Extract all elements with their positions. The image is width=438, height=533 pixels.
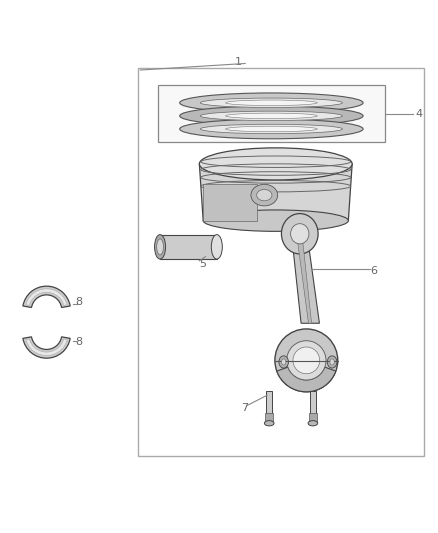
Ellipse shape (199, 148, 352, 180)
Ellipse shape (327, 356, 337, 368)
Bar (310, 391, 316, 422)
Ellipse shape (287, 341, 326, 380)
Text: 8: 8 (75, 297, 82, 308)
Ellipse shape (226, 100, 317, 106)
Text: 5: 5 (199, 260, 206, 269)
Ellipse shape (275, 329, 338, 392)
Text: 8: 8 (75, 337, 82, 347)
Ellipse shape (330, 359, 334, 365)
Ellipse shape (211, 235, 223, 259)
Polygon shape (297, 238, 311, 323)
Polygon shape (203, 184, 257, 221)
Wedge shape (23, 337, 70, 358)
Ellipse shape (293, 347, 320, 374)
Bar (309, 413, 317, 422)
Polygon shape (199, 164, 352, 221)
Wedge shape (26, 339, 67, 356)
Wedge shape (277, 367, 336, 392)
Ellipse shape (180, 119, 363, 139)
Ellipse shape (282, 359, 286, 365)
Text: 4: 4 (415, 109, 423, 119)
Ellipse shape (226, 126, 317, 132)
Bar (266, 391, 272, 422)
Bar (160, 235, 217, 259)
Text: 7: 7 (241, 403, 248, 414)
Ellipse shape (180, 93, 363, 112)
Ellipse shape (155, 235, 166, 259)
Ellipse shape (226, 113, 317, 119)
Ellipse shape (257, 189, 272, 201)
Ellipse shape (157, 239, 163, 255)
Bar (138, 68, 424, 456)
Bar (265, 413, 273, 422)
Ellipse shape (203, 210, 348, 231)
Text: 1: 1 (235, 57, 242, 67)
Ellipse shape (200, 98, 343, 108)
Bar (158, 85, 385, 142)
Polygon shape (292, 238, 319, 323)
Ellipse shape (251, 184, 278, 206)
Ellipse shape (308, 421, 318, 426)
Text: 6: 6 (371, 266, 378, 276)
Ellipse shape (180, 106, 363, 126)
Ellipse shape (200, 111, 343, 120)
Ellipse shape (265, 421, 274, 426)
Ellipse shape (279, 356, 289, 368)
Ellipse shape (290, 224, 309, 244)
Ellipse shape (282, 214, 318, 254)
Wedge shape (26, 289, 67, 305)
Ellipse shape (200, 124, 343, 134)
Wedge shape (23, 286, 70, 308)
